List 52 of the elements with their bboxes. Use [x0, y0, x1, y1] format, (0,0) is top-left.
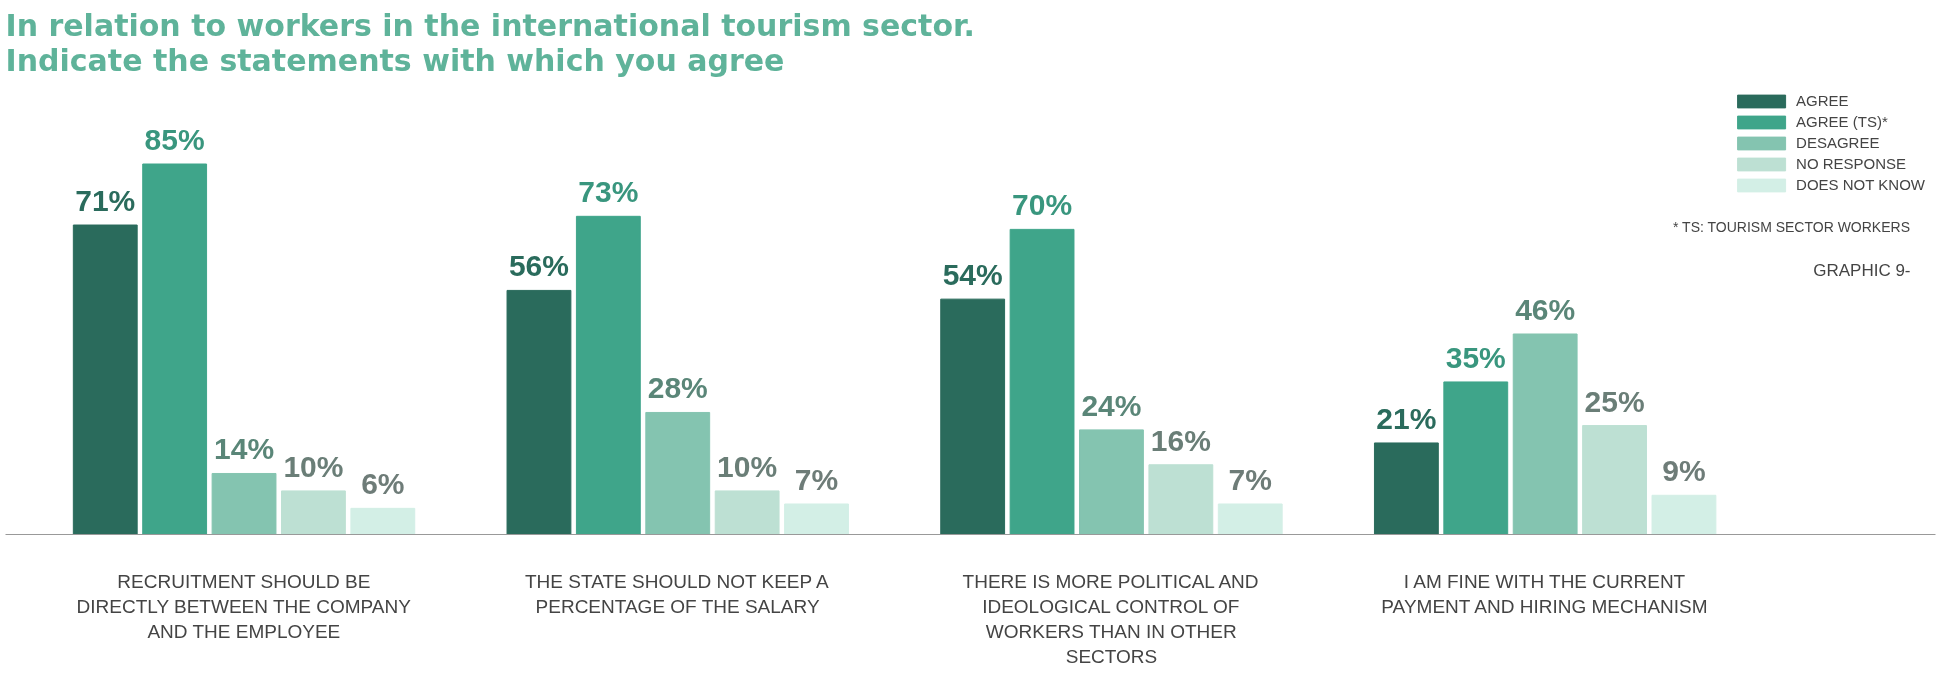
bar — [1443, 381, 1509, 535]
bar — [506, 289, 572, 535]
x-tick-label: THERE IS MORE POLITICAL AND IDEOLOGICAL CONTROL OF WORKERS THAN IN OTHER SECTORS — [962, 570, 1259, 668]
data-label: 7% — [1228, 462, 1272, 496]
data-label: 21% — [1376, 401, 1437, 435]
bar — [211, 472, 277, 535]
legend-label: AGREE (TS)* — [1796, 113, 1888, 130]
data-label: 54% — [942, 258, 1003, 292]
data-label: 9% — [1662, 454, 1706, 488]
bar — [72, 224, 138, 535]
data-label: 25% — [1584, 384, 1645, 418]
data-label: 6% — [361, 467, 405, 501]
bar — [1079, 429, 1144, 535]
bar — [575, 215, 641, 535]
bar — [1148, 464, 1214, 535]
legend-label: DOES NOT KNOW — [1796, 176, 1925, 193]
data-label: 71% — [75, 184, 136, 218]
legend-label: NO RESPONSE — [1796, 155, 1907, 172]
data-label: 85% — [144, 123, 205, 157]
data-label: 10% — [283, 449, 344, 483]
x-tick-label: I AM FINE WITH THE CURRENT PAYMENT AND HIRING MECHANISM — [1381, 570, 1708, 617]
chart-title: In relation to workers in the international tourism sector. Indicate the statements with which you agree — [5, 7, 975, 78]
bar — [645, 411, 711, 535]
bar — [1373, 442, 1439, 535]
data-label: 10% — [717, 449, 778, 483]
bar — [714, 490, 780, 535]
x-tick-label: THE STATE SHOULD NOT KEEP A PERCENTAGE OF THE SALARY — [525, 570, 830, 617]
bar — [1651, 494, 1717, 535]
bar — [1512, 333, 1578, 535]
bar — [1217, 503, 1283, 535]
data-label: 35% — [1445, 340, 1506, 374]
data-label: 73% — [578, 175, 639, 209]
data-label: 16% — [1150, 423, 1211, 457]
legend-label: AGREE — [1796, 92, 1849, 109]
data-label: 70% — [1012, 188, 1073, 222]
x-tick-label: RECRUITMENT SHOULD BE DIRECTLY BETWEEN THE COMPANY AND THE EMPLOYEE — [76, 570, 412, 642]
data-label: 14% — [214, 432, 275, 466]
data-label: 46% — [1515, 293, 1576, 326]
bar — [350, 507, 416, 535]
bar — [1582, 425, 1647, 535]
annotation: GRAPHIC 9- — [1813, 260, 1911, 280]
data-label: 56% — [508, 249, 569, 283]
data-label: 28% — [647, 371, 708, 405]
bar — [1009, 228, 1075, 535]
bar — [940, 298, 1006, 535]
data-label: 24% — [1081, 388, 1142, 422]
data-label: 7% — [794, 462, 839, 496]
bar — [142, 163, 208, 535]
bar — [281, 490, 346, 535]
legend-label: DESAGREE — [1796, 134, 1880, 151]
annotation: * TS: TOURISM SECTOR WORKERS — [1672, 218, 1911, 235]
bar — [784, 503, 849, 535]
